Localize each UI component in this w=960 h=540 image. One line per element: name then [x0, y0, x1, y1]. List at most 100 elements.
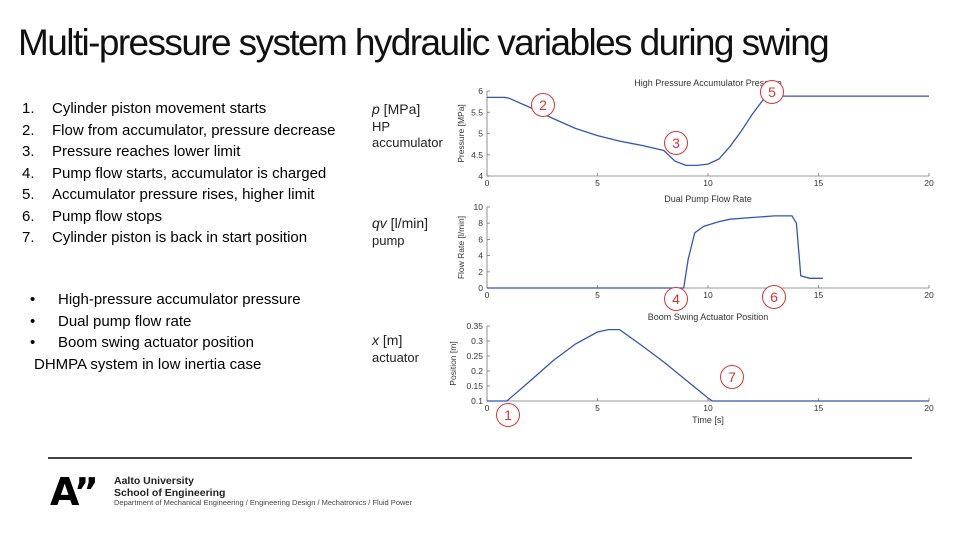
y-tick-label: 0.15: [466, 381, 483, 391]
y-axis-label: Flow Rate [l/min]: [456, 216, 466, 279]
marker-3: 3: [664, 131, 688, 155]
x-axis-label: Time [s]: [692, 415, 724, 425]
step-item: 2. Flow from accumulator, pressure decrea…: [22, 120, 335, 142]
marker-6: 6: [762, 285, 786, 309]
x-tick-label: 15: [814, 178, 824, 188]
x-tick-label: 15: [814, 290, 824, 300]
step-text: Pump flow stops: [52, 207, 163, 225]
university-name: Aalto University School of Engineering: [114, 475, 225, 499]
bullet-dot: •: [30, 312, 36, 330]
marker-7: 7: [720, 365, 744, 389]
step-number: 4.: [22, 164, 35, 182]
y-tick-label: 0.1: [471, 396, 483, 406]
step-item: 1. Cylinder piston movement starts: [22, 98, 335, 120]
y-tick-label: 0.2: [471, 366, 483, 376]
bullet-text: Boom swing actuator position: [58, 334, 254, 351]
step-item: 3. Pressure reaches lower limit: [22, 141, 335, 163]
var-sub: actuator: [372, 350, 419, 365]
x-tick-label: 15: [814, 403, 824, 413]
chart-title: Dual Pump Flow Rate: [664, 194, 752, 204]
bullet-text: Dual pump flow rate: [58, 312, 192, 330]
step-number: 1.: [22, 100, 35, 117]
y-axis-label: Position [m]: [448, 341, 458, 385]
var-symbol: p: [372, 101, 380, 117]
y-tick-label: 5: [478, 129, 483, 139]
y-tick-label: 10: [474, 202, 484, 212]
marker-1: 1: [496, 403, 520, 427]
x-tick-label: 0: [485, 290, 490, 300]
step-text: Pump flow starts, accumulator is charged: [52, 164, 327, 182]
bullet-dot: •: [30, 334, 36, 351]
x-tick-label: 20: [924, 178, 934, 188]
x-tick-label: 20: [924, 290, 934, 300]
marker-2: 2: [531, 93, 555, 117]
x-tick-label: 10: [703, 290, 713, 300]
x-tick-label: 10: [703, 403, 713, 413]
x-tick-label: 5: [595, 178, 600, 188]
step-list: 1. Cylinder piston movement starts 2. Flow …: [22, 98, 335, 249]
y-tick-label: 6: [478, 234, 483, 244]
y-tick-label: 6: [478, 86, 483, 96]
department-text: Department of Mechanical Engineering / E…: [114, 498, 413, 507]
y-tick-label: 5.5: [471, 107, 483, 117]
y-tick-label: 0: [478, 283, 483, 293]
x-tick-label: 20: [924, 403, 934, 413]
page-title: Multi-pressure system hydraulic variable…: [18, 22, 830, 63]
aalto-logo: A”: [50, 470, 99, 514]
step-number: 7.: [22, 229, 35, 246]
bullet-item: • Dual pump flow rate: [30, 311, 301, 333]
x-tick-label: 10: [703, 178, 713, 188]
step-item: 7. Cylinder piston is back in start posit…: [22, 227, 335, 249]
y-tick-label: 2: [478, 267, 483, 277]
y-tick-label: 4: [478, 171, 483, 181]
university-line1: Aalto University: [114, 475, 194, 487]
var-label-flow: qv [l/min] pump: [372, 215, 428, 248]
step-number: 6.: [22, 207, 35, 225]
var-symbol: qv: [372, 215, 387, 231]
var-sub: pump: [372, 233, 405, 248]
y-tick-label: 0.35: [466, 321, 483, 331]
step-item: 6. Pump flow stops: [22, 206, 335, 228]
y-axis-label: Pressure [MPa]: [456, 104, 466, 163]
chart-title: High Pressure Accumulator Pressure: [634, 78, 782, 88]
var-label-position: x [m] actuator: [372, 332, 419, 365]
university-line2: School of Engineering: [114, 487, 226, 499]
marker-5: 5: [760, 80, 784, 104]
y-tick-label: 0.3: [471, 336, 483, 346]
y-tick-label: 4: [478, 251, 483, 261]
step-text: Cylinder piston is back in start positio…: [52, 229, 308, 246]
bullet-item: • High-pressure accumulator pressure: [30, 289, 301, 311]
step-item: 4. Pump flow starts, accumulator is charg…: [22, 163, 335, 185]
step-number: 2.: [22, 121, 35, 139]
var-label-pressure: p [MPa] HP accumulator: [372, 101, 452, 151]
step-text: Accumulator pressure rises, higher limit: [52, 186, 315, 203]
var-symbol: x: [372, 332, 379, 348]
x-tick-label: 0: [485, 403, 490, 413]
chart-title: Boom Swing Actuator Position: [648, 312, 769, 322]
var-unit: [MPa]: [379, 101, 421, 117]
footer-divider: [48, 457, 912, 459]
x-tick-label: 0: [485, 178, 490, 188]
series-line: [487, 328, 929, 402]
var-sub: HP accumulator: [372, 119, 443, 150]
step-item: 5. Accumulator pressure rises, higher lim…: [22, 184, 335, 206]
y-tick-label: 4.5: [471, 150, 483, 160]
x-tick-label: 5: [595, 403, 600, 413]
step-number: 3.: [22, 143, 35, 160]
var-unit: [l/min]: [386, 215, 429, 231]
marker-4: 4: [664, 287, 688, 311]
step-text: Pressure reaches lower limit: [52, 143, 241, 160]
bullet-text: High-pressure accumulator pressure: [58, 291, 301, 308]
y-tick-label: 8: [478, 218, 483, 228]
step-text: Cylinder piston movement starts: [52, 100, 267, 117]
bullet-item: • Boom swing actuator position: [30, 332, 301, 354]
step-number: 5.: [22, 186, 35, 203]
bullets-footer: DHMPA system in low inertia case: [34, 355, 262, 373]
step-text: Flow from accumulator, pressure decrease: [52, 121, 336, 139]
y-tick-label: 0.25: [466, 351, 483, 361]
series-line: [487, 215, 823, 289]
bullet-list: • High-pressure accumulator pressure • Dual…: [30, 289, 301, 375]
var-unit: [m]: [379, 332, 403, 348]
x-tick-label: 5: [595, 290, 600, 300]
